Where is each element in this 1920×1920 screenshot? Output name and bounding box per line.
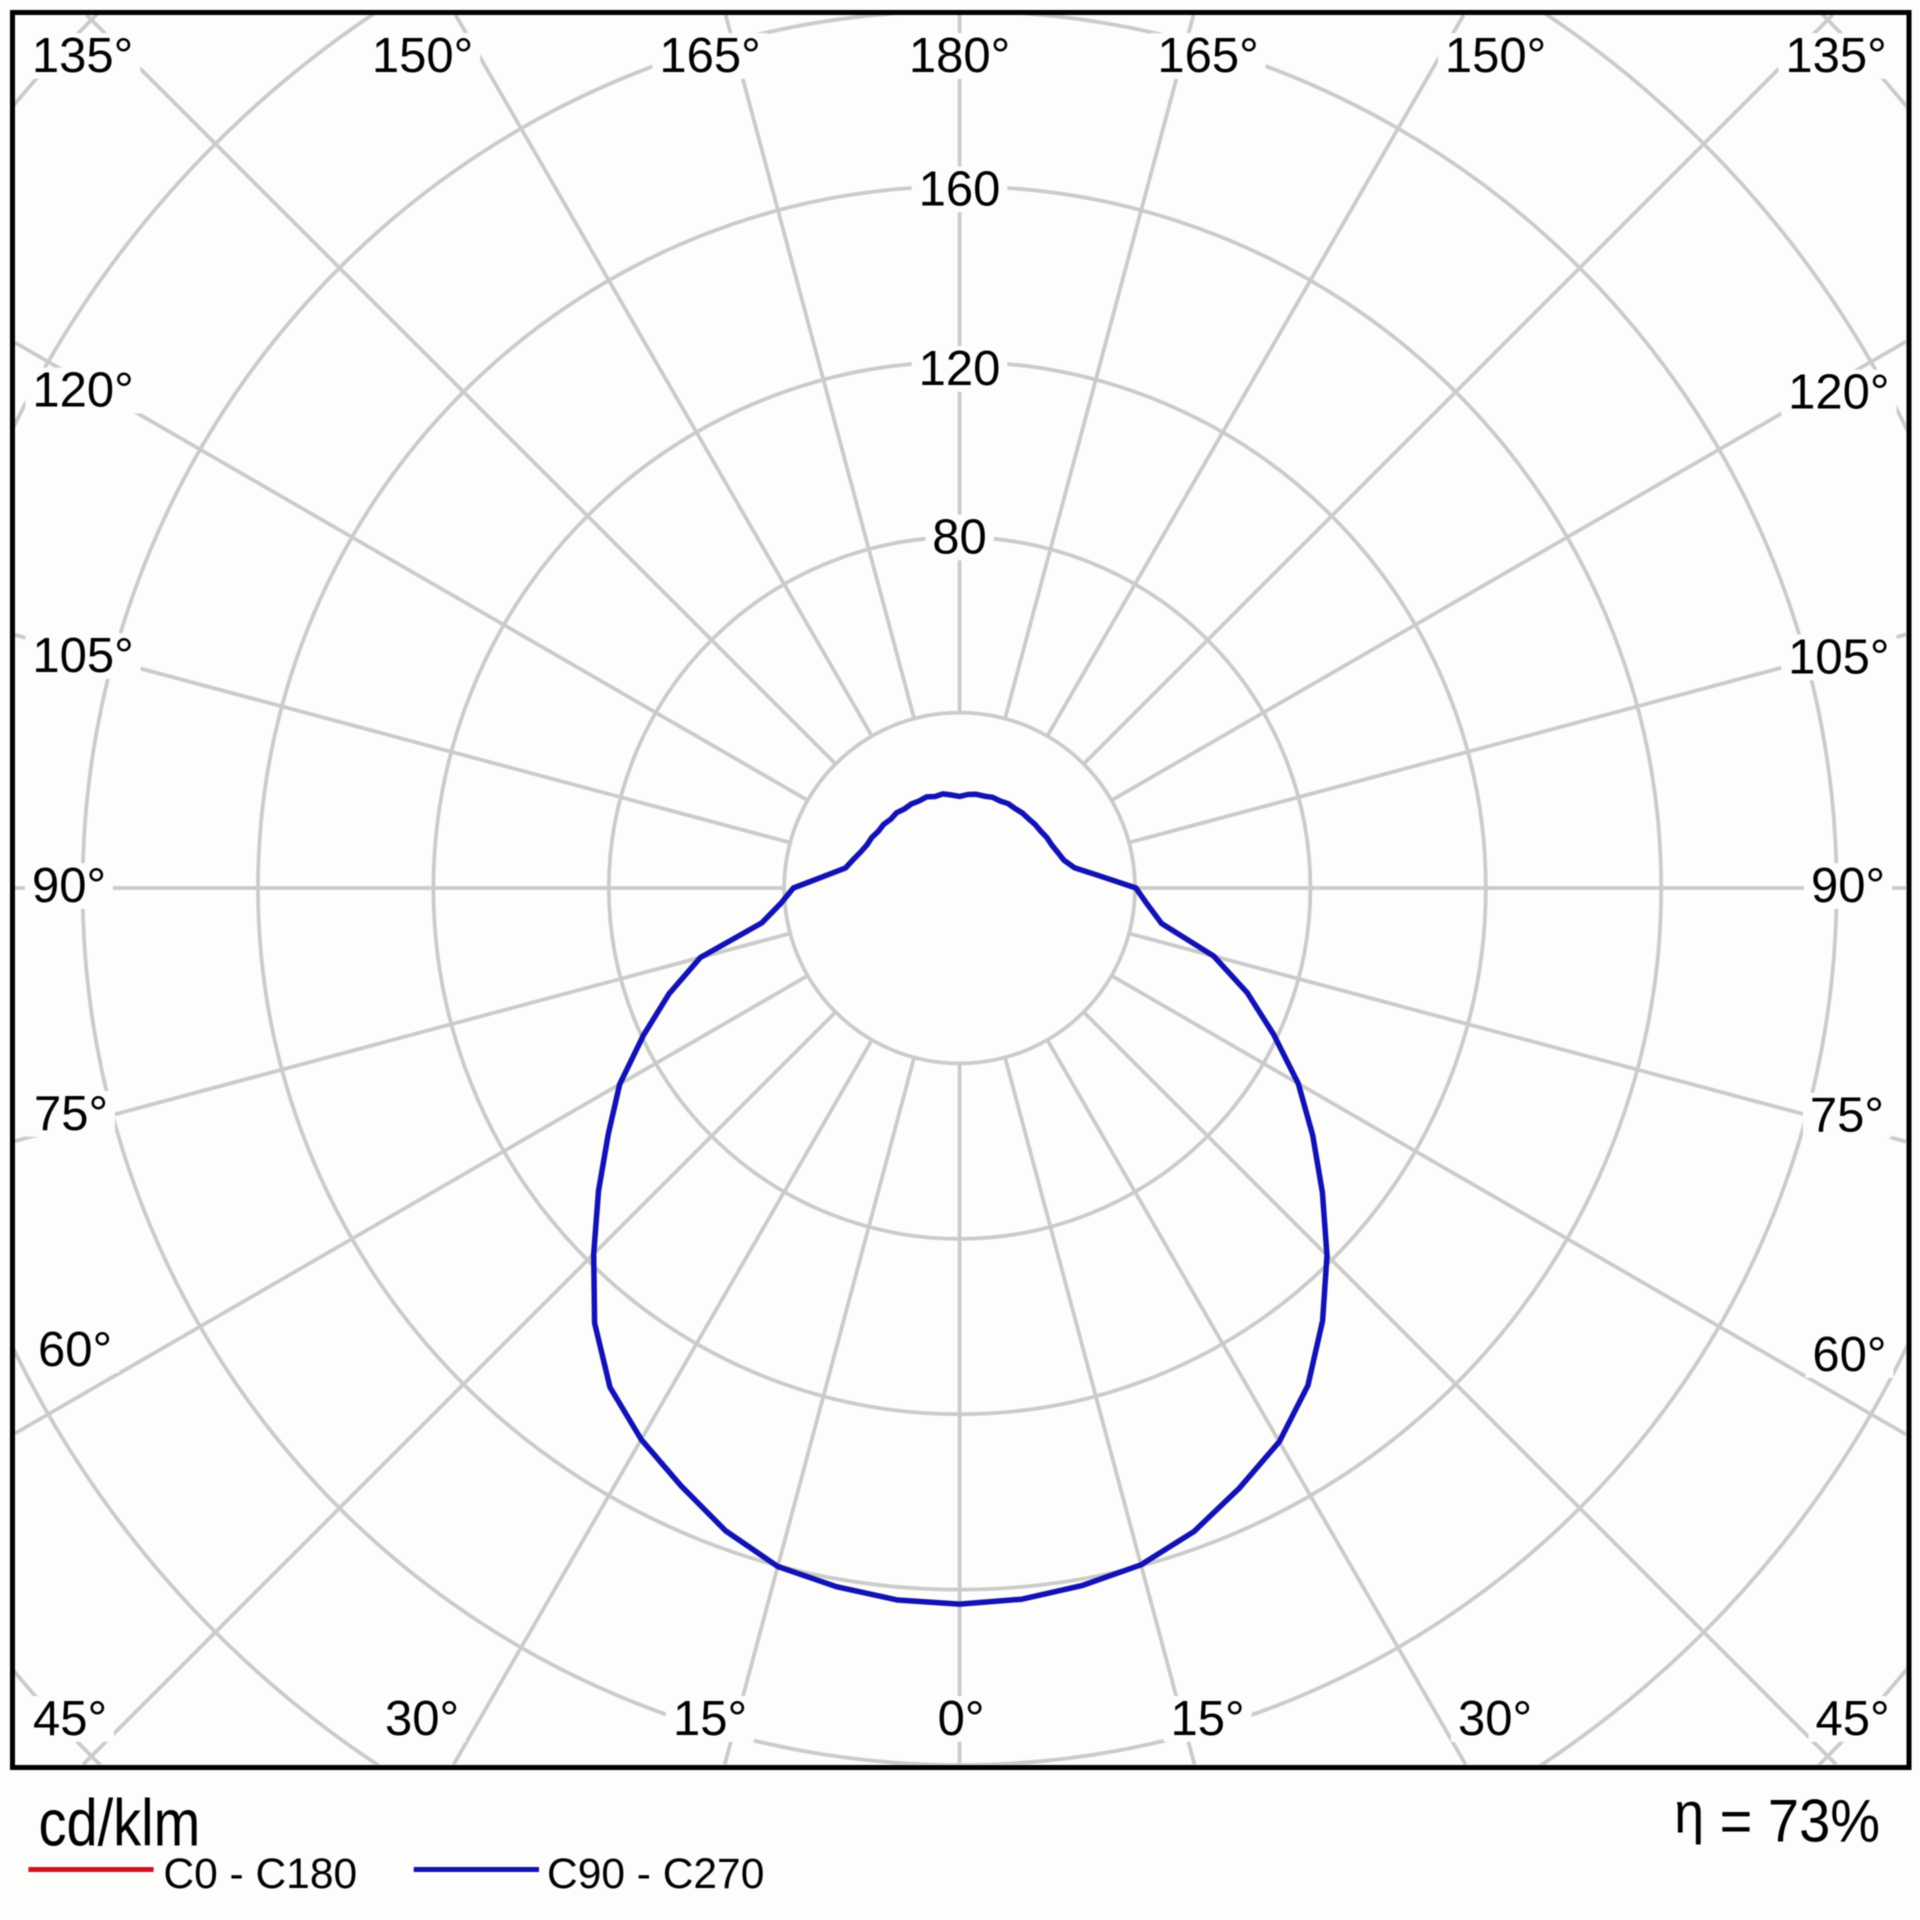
svg-text:cd/klm: cd/klm xyxy=(39,1786,201,1859)
svg-text:90°: 90° xyxy=(32,859,106,913)
svg-text:160: 160 xyxy=(919,163,1001,217)
svg-text:45°: 45° xyxy=(33,1692,107,1746)
svg-text:105°: 105° xyxy=(1788,631,1889,685)
svg-text:15°: 15° xyxy=(673,1692,747,1746)
svg-text:60°: 60° xyxy=(1812,1328,1886,1382)
svg-text:120°: 120° xyxy=(1788,366,1889,420)
svg-text:C0 - C180: C0 - C180 xyxy=(163,1851,357,1898)
svg-text:45°: 45° xyxy=(1815,1692,1889,1746)
svg-text:135°: 135° xyxy=(32,29,133,83)
svg-text:75°: 75° xyxy=(1810,1089,1884,1143)
svg-text:30°: 30° xyxy=(385,1692,459,1746)
svg-text:η = 73%: η = 73% xyxy=(1674,1780,1880,1855)
svg-text:105°: 105° xyxy=(32,629,133,683)
svg-text:165°: 165° xyxy=(659,29,760,83)
svg-text:135°: 135° xyxy=(1785,29,1886,83)
svg-text:30°: 30° xyxy=(1458,1692,1532,1746)
svg-text:75°: 75° xyxy=(34,1087,108,1141)
svg-text:90°: 90° xyxy=(1811,859,1885,913)
svg-text:150°: 150° xyxy=(372,29,473,83)
svg-text:180°: 180° xyxy=(909,29,1010,83)
svg-text:80: 80 xyxy=(932,511,987,565)
svg-text:60°: 60° xyxy=(38,1323,112,1377)
svg-text:15°: 15° xyxy=(1170,1692,1244,1746)
svg-text:120°: 120° xyxy=(32,364,133,418)
svg-text:150°: 150° xyxy=(1445,29,1546,83)
svg-text:C90 - C270: C90 - C270 xyxy=(547,1851,764,1898)
svg-text:120: 120 xyxy=(919,342,1001,396)
svg-text:0°: 0° xyxy=(938,1692,985,1746)
svg-text:165°: 165° xyxy=(1157,29,1258,83)
